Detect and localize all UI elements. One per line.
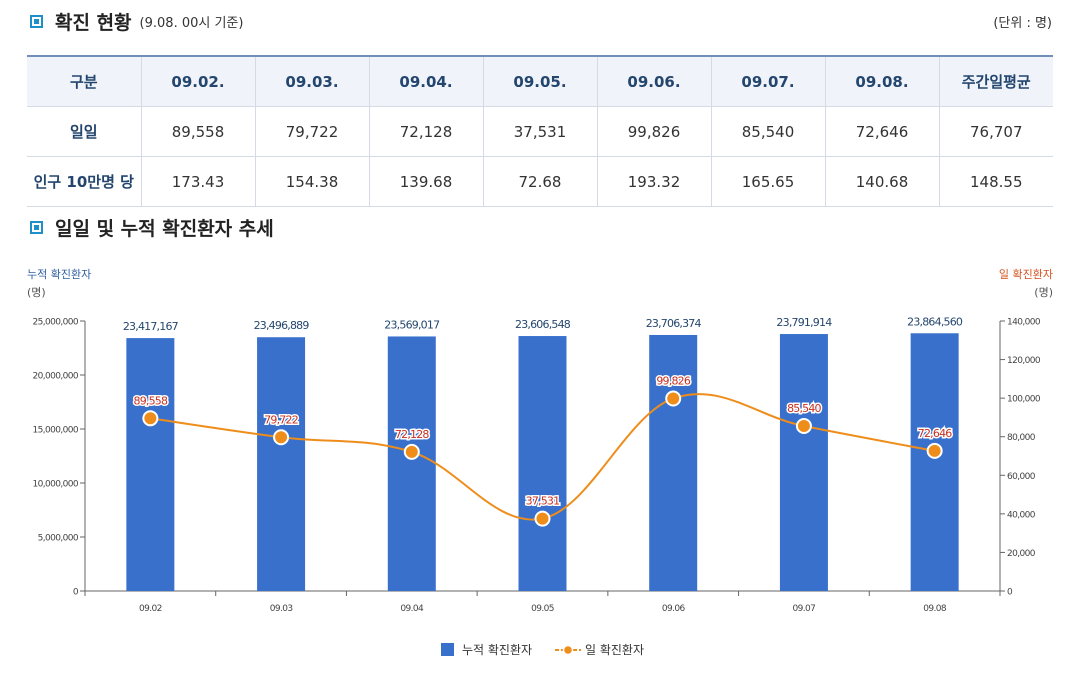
line-point	[795, 418, 812, 435]
table-header: 구분	[27, 55, 142, 107]
bar-data-label: 23,706,374	[646, 317, 702, 330]
row-label: 인구 10만명 당	[27, 156, 142, 207]
trend-section-header: 일일 및 누적 확진환자 추세	[30, 214, 274, 241]
line-point	[403, 443, 420, 460]
bar-data-label: 23,864,560	[907, 315, 963, 328]
row-label: 일일	[27, 106, 142, 157]
status-title: 확진 현황	[55, 12, 132, 34]
unit-label: (단위 : 명)	[993, 16, 1052, 31]
trend-chart: 누적 확진환자 (명) 일 확진환자 (명) 0 5,000,000 10,000,…	[27, 267, 1053, 657]
right-tick-label: 140,000	[1007, 318, 1041, 328]
line-data-label: 37,531	[526, 495, 560, 508]
status-table: 구분 09.02. 09.03. 09.04. 09.05. 09.06. 09…	[27, 55, 1053, 207]
table-cell: 79,722	[254, 106, 370, 157]
line-data-label: 79,722	[264, 413, 298, 426]
x-tick-label: 09.05	[531, 604, 554, 614]
table-cell: 72,646	[824, 106, 940, 157]
left-axis-title: 누적 확진환자	[27, 268, 91, 281]
table-cell: 193.32	[596, 156, 712, 207]
square-bullet-icon	[30, 15, 43, 28]
table-header: 주간일평균	[938, 55, 1053, 107]
table-cell: 139.68	[368, 156, 484, 207]
table-cell: 37,531	[482, 106, 598, 157]
left-tick-label: 15,000,000	[32, 426, 78, 436]
left-axis-unit: (명)	[27, 286, 46, 299]
bar-data-label: 23,606,548	[515, 318, 571, 331]
right-tick-label: 80,000	[1007, 433, 1036, 443]
table-cell: 173.43	[140, 156, 256, 207]
right-tick-label: 0	[1007, 588, 1013, 598]
bar-data-label: 23,496,889	[254, 319, 310, 332]
table-row: 인구 10만명 당 173.43 154.38 139.68 72.68 193…	[27, 156, 1053, 207]
bar	[518, 336, 567, 591]
left-tick-label: 0	[73, 588, 79, 598]
line-point	[926, 442, 943, 459]
left-tick-label: 20,000,000	[32, 372, 78, 382]
right-tick-label: 100,000	[1007, 395, 1041, 405]
trend-title: 일일 및 누적 확진환자 추세	[55, 218, 274, 240]
right-tick-label: 60,000	[1007, 472, 1036, 482]
bar-data-label: 23,791,914	[776, 316, 832, 329]
right-tick-label: 120,000	[1007, 356, 1041, 366]
table-header-row: 구분 09.02. 09.03. 09.04. 09.05. 09.06. 09…	[27, 55, 1053, 107]
table-cell: 165.65	[710, 156, 826, 207]
table-row: 일일 89,558 79,722 72,128 37,531 99,826 85…	[27, 106, 1053, 157]
table-cell: 72.68	[482, 156, 598, 207]
table-header: 09.08.	[824, 55, 940, 107]
bar-data-label: 23,569,017	[384, 318, 440, 331]
bar	[910, 333, 959, 591]
x-tick-label: 09.02	[139, 604, 162, 614]
x-tick-label: 09.04	[400, 604, 424, 614]
x-tick-label: 09.08	[923, 604, 947, 614]
table-cell: 76,707	[938, 106, 1053, 157]
right-axis-title: 일 확진환자	[999, 267, 1053, 281]
right-axis-unit: (명)	[1034, 286, 1053, 299]
line-point	[665, 390, 682, 407]
left-tick-label: 5,000,000	[38, 534, 79, 544]
x-tick-label: 09.03	[270, 604, 293, 614]
legend-label: 누적 확진환자	[462, 643, 532, 657]
square-bullet-icon	[30, 221, 43, 234]
legend-label: 일 확진환자	[585, 643, 644, 657]
line-point	[273, 429, 290, 446]
status-section-header: 확진 현황 (9.08. 00시 기준)	[30, 8, 243, 35]
line-data-label: 99,826	[656, 374, 690, 387]
bar	[649, 334, 698, 591]
x-tick-label: 09.07	[793, 604, 816, 614]
right-tick-label: 40,000	[1007, 510, 1036, 520]
line-point	[534, 510, 551, 527]
table-header: 09.03.	[254, 55, 370, 107]
line-data-label: 89,558	[134, 394, 168, 407]
table-cell: 140.68	[824, 156, 940, 207]
line-point	[142, 410, 159, 427]
table-header: 09.04.	[368, 55, 484, 107]
table-cell: 99,826	[596, 106, 712, 157]
table-cell: 85,540	[710, 106, 826, 157]
line-data-label: 85,540	[787, 402, 821, 415]
table-cell: 89,558	[140, 106, 256, 157]
table-header: 09.07.	[710, 55, 826, 107]
table-cell: 148.55	[938, 156, 1053, 207]
legend-line-marker	[562, 644, 574, 656]
left-tick-label: 25,000,000	[32, 318, 78, 328]
status-subtitle: (9.08. 00시 기준)	[139, 16, 244, 31]
table-header: 09.05.	[482, 55, 598, 107]
table-header: 09.02.	[140, 55, 256, 107]
bar	[779, 334, 828, 591]
legend-bar-swatch	[441, 643, 454, 656]
right-tick-label: 20,000	[1007, 549, 1036, 559]
bar	[126, 338, 175, 591]
left-tick-label: 10,000,000	[32, 480, 78, 490]
table-cell: 154.38	[254, 156, 370, 207]
x-tick-label: 09.06	[662, 604, 686, 614]
bar	[387, 336, 436, 591]
table-header: 09.06.	[596, 55, 712, 107]
table-cell: 72,128	[368, 106, 484, 157]
line-data-label: 72,646	[918, 427, 952, 440]
line-data-label: 72,128	[395, 428, 429, 441]
bar-data-label: 23,417,167	[123, 320, 179, 333]
bar	[257, 337, 306, 591]
